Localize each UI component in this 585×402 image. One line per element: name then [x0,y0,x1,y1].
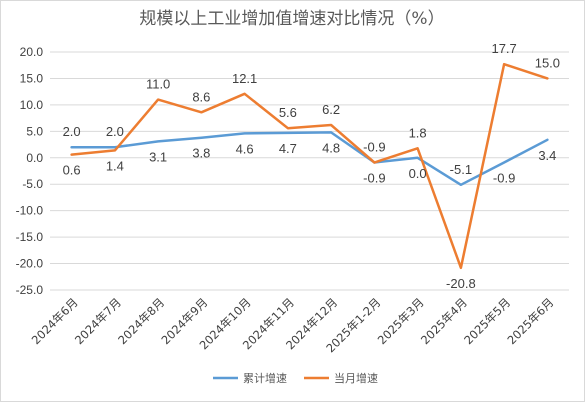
data-label-cumulative: 0.0 [409,166,427,181]
data-label-cumulative: -0.9 [493,171,515,186]
y-tick-label: 15.0 [20,71,44,85]
data-label-monthly: 0.6 [63,163,81,178]
y-axis: 20.0 15.0 10.0 5.0 0.0 -5.0 -10.0 -15.0 -20.0 -25… [16,45,44,297]
data-label-monthly: 11.0 [146,77,170,92]
series-lines [70,62,549,270]
y-tick-label: 5.0 [26,124,43,138]
data-label-monthly: 5.6 [279,105,297,120]
data-label-monthly: 1.4 [106,158,124,173]
data-label-monthly: -0.9 [363,140,385,155]
y-tick-label: -10.0 [16,204,44,218]
series-line-cumulative [70,131,549,187]
data-label-monthly: 6.2 [322,102,340,117]
data-label-monthly: 8.6 [192,89,210,104]
data-label-cumulative: 4.7 [279,141,297,156]
data-label-cumulative: -0.9 [363,171,385,186]
y-tick-label: 0.0 [26,151,43,165]
x-axis: 2024年6月2024年7月2024年8月2024年9月2024年10月2024… [29,295,557,355]
x-tick-label: 2025年6月 [504,295,556,347]
data-label-monthly: 17.7 [491,41,516,56]
data-label-cumulative: 3.1 [149,149,167,164]
data-label-monthly: 1.8 [409,125,427,140]
gridlines [50,51,569,291]
y-tick-label: -20.0 [16,257,44,271]
data-label-cumulative: 3.8 [192,146,210,161]
data-label-monthly: -20.8 [446,276,476,291]
data-label-cumulative: 3.4 [538,148,556,163]
data-label-cumulative: 2.0 [63,124,81,139]
legend-item-monthly-label: 当月增速 [334,371,378,385]
data-labels: 2.0 0.6 2.0 1.4 3.1 11.0 3.8 8.6 4.6 12.1 4.7 5.6 4.… [63,41,560,291]
series-line-monthly [70,62,549,270]
y-tick-label: -5.0 [22,177,43,191]
data-label-monthly: 12.1 [232,71,257,86]
chart-title: 规模以上工业增加值增速对比情况（%） [139,9,444,29]
data-label-monthly: 15.0 [535,55,560,70]
y-tick-label: -25.0 [16,283,44,297]
data-label-cumulative: 4.6 [236,141,254,156]
y-tick-label: 10.0 [20,98,44,112]
legend: 累计增速 当月增速 [213,371,378,385]
data-label-cumulative: 2.0 [106,124,124,139]
y-tick-label: 20.0 [20,45,44,59]
y-tick-label: -15.0 [16,230,44,244]
legend-item-cumulative-label: 累计增速 [243,371,287,385]
data-label-cumulative: 4.8 [322,140,340,155]
data-label-cumulative: -5.1 [450,162,472,177]
